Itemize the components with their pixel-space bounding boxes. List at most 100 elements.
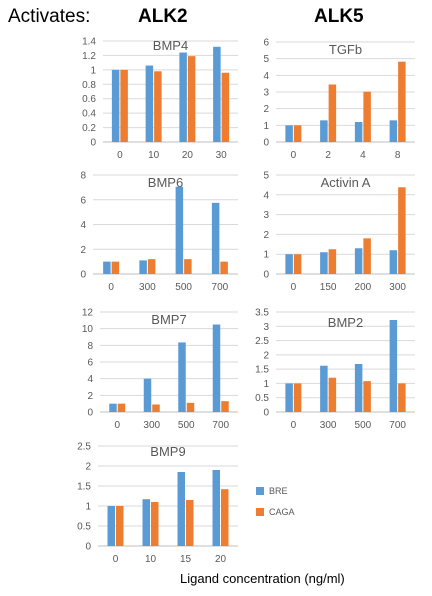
bar-bre xyxy=(285,125,293,142)
bar-caga xyxy=(117,403,126,412)
y-tick-label: 0 xyxy=(263,270,269,281)
bar-bre xyxy=(212,324,221,412)
y-tick-label: 0.2 xyxy=(82,123,96,134)
legend-item-bre: BRE xyxy=(256,486,288,496)
alk5-header: ALK5 xyxy=(314,6,364,27)
legend-item-caga: CAGA xyxy=(256,507,295,517)
chart-title: BMP7 xyxy=(151,312,186,327)
bar-bre xyxy=(177,472,185,546)
bar-bre xyxy=(211,202,220,274)
y-tick-label: 0.5 xyxy=(77,522,91,533)
y-tick-label: 4 xyxy=(263,190,269,201)
x-tick-label: 0 xyxy=(114,420,120,431)
y-tick-label: 0 xyxy=(90,138,96,149)
y-tick-label: 2.5 xyxy=(255,336,269,347)
y-tick-label: 0 xyxy=(263,138,269,149)
chart-title: Activin A xyxy=(321,175,371,190)
bar-bre xyxy=(145,65,154,142)
bar-caga xyxy=(398,187,406,274)
y-tick-label: 0.6 xyxy=(82,94,96,105)
bar-caga xyxy=(398,383,406,412)
bar-caga xyxy=(293,254,302,274)
bar-bre xyxy=(389,250,398,274)
bar-caga xyxy=(328,377,337,412)
y-tick-label: 1 xyxy=(263,121,269,132)
x-tick-label: 30 xyxy=(216,150,228,161)
y-tick-label: 4 xyxy=(263,71,269,82)
bar-caga xyxy=(111,261,120,274)
bar-caga xyxy=(328,84,337,142)
bar-bre xyxy=(212,470,220,546)
x-tick-label: 150 xyxy=(320,282,337,293)
y-tick-label: 4 xyxy=(80,220,86,231)
chart-title: BMP6 xyxy=(148,175,183,190)
bar-bre xyxy=(354,364,363,412)
x-tick-label: 300 xyxy=(143,420,160,431)
x-tick-label: 0 xyxy=(291,420,297,431)
y-tick-label: 5 xyxy=(263,54,269,65)
y-tick-label: 0.4 xyxy=(82,109,96,120)
bar-caga xyxy=(154,71,162,142)
bar-bre xyxy=(285,254,293,274)
y-tick-label: 1 xyxy=(90,65,96,76)
chart-activin-a: 0 1 2 3 4 5 Activin A 0 150 200 300 xyxy=(263,171,415,293)
chart-title: BMP2 xyxy=(328,315,363,330)
y-tick-label: 1 xyxy=(85,502,91,513)
x-tick-label: 20 xyxy=(182,150,194,161)
bar-bre xyxy=(178,342,186,412)
y-tick-label: 6 xyxy=(87,358,93,369)
x-tick-label: 10 xyxy=(145,554,157,565)
chart-title: BMP9 xyxy=(150,444,185,459)
bar-bre xyxy=(320,365,328,412)
y-tick-label: 1 xyxy=(263,250,269,261)
bar-caga xyxy=(293,383,302,412)
chart-bmp9: 0 0.5 1 1.5 2 2.5 BMP9 0 10 15 20 xyxy=(77,442,238,565)
chart-bmp6: 0 2 4 6 8 BMP6 0 300 500 700 xyxy=(80,171,238,293)
bar-caga xyxy=(187,56,196,142)
y-tick-label: 2 xyxy=(263,230,269,241)
bar-bre xyxy=(107,506,115,546)
x-tick-label: 200 xyxy=(355,282,372,293)
y-tick-label: 8 xyxy=(80,171,86,182)
x-tick-label: 500 xyxy=(355,420,372,431)
y-tick-label: 1.5 xyxy=(255,365,269,376)
y-tick-label: 10 xyxy=(82,324,94,335)
bar-caga xyxy=(120,69,128,142)
x-tick-label: 20 xyxy=(215,554,227,565)
bar-caga xyxy=(363,381,371,412)
bar-bre xyxy=(111,69,120,142)
x-tick-label: 10 xyxy=(148,150,160,161)
bar-caga xyxy=(151,502,159,546)
bar-bre xyxy=(213,46,221,143)
bar-caga xyxy=(221,489,229,546)
y-tick-label: 0 xyxy=(85,542,91,553)
x-tick-label: 300 xyxy=(139,282,156,293)
bar-bre xyxy=(139,260,147,274)
legend-swatch-bre xyxy=(256,487,264,495)
y-tick-label: 1 xyxy=(263,379,269,390)
bar-bre xyxy=(143,378,152,412)
y-tick-label: 2 xyxy=(85,462,91,473)
bar-caga xyxy=(220,261,228,274)
bar-bre xyxy=(175,186,184,274)
y-tick-label: 12 xyxy=(82,308,94,319)
y-tick-label: 8 xyxy=(87,341,93,352)
bar-bre xyxy=(354,248,363,274)
chart-tgfb: 0 1 2 3 4 5 6 TGFb 0 2 4 8 xyxy=(263,38,415,161)
chart-bmp4: 0 0.2 0.4 0.6 0.8 1 1.2 1.4 BMP4 0 10 20 30 xyxy=(82,37,238,161)
bar-bre xyxy=(320,252,328,274)
y-tick-label: 3 xyxy=(263,210,269,221)
bar-caga xyxy=(221,72,230,142)
y-tick-label: 0.5 xyxy=(255,393,269,404)
x-tick-label: 0 xyxy=(291,282,297,293)
x-tick-label: 700 xyxy=(212,420,229,431)
x-tick-label: 700 xyxy=(212,282,229,293)
y-tick-label: 2 xyxy=(263,350,269,361)
x-tick-label: 0 xyxy=(108,282,114,293)
bar-caga xyxy=(184,259,192,274)
y-tick-label: 2.5 xyxy=(77,442,91,453)
x-tick-label: 8 xyxy=(395,150,401,161)
bar-caga xyxy=(363,238,371,274)
x-tick-label: 0 xyxy=(117,150,123,161)
y-tick-label: 6 xyxy=(80,195,86,206)
